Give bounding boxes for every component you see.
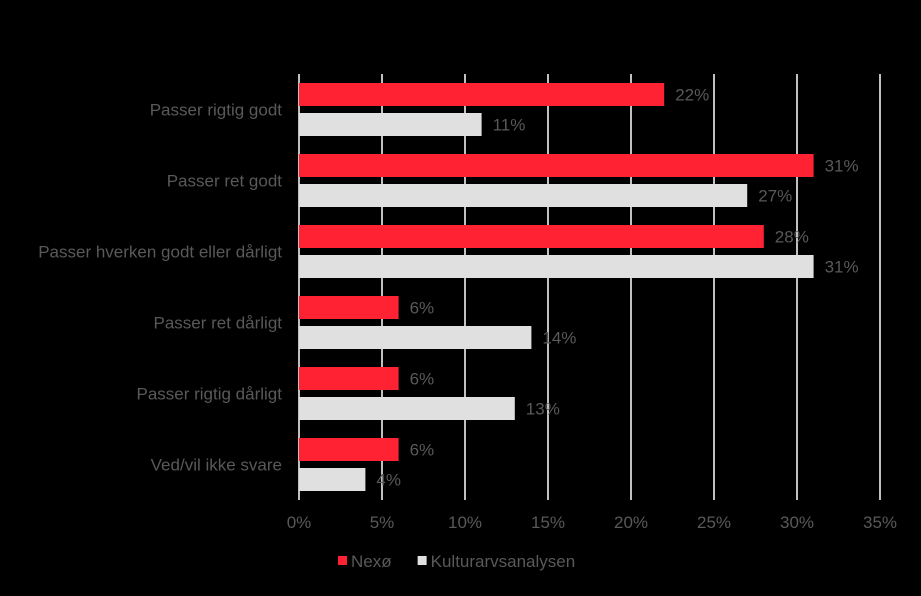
data-label: 14% — [542, 329, 576, 348]
x-tick-label: 35% — [863, 513, 897, 532]
data-label: 6% — [410, 299, 435, 318]
category-label: Passer hverken godt eller dårligt — [38, 243, 282, 262]
legend-swatch — [417, 556, 427, 565]
category-labels: Passer rigtig godt Passer ret godt Passer … — [38, 101, 282, 475]
gridlines — [298, 74, 881, 500]
bar-nexo — [299, 296, 399, 319]
x-tick-label: 0% — [287, 513, 312, 532]
bars — [299, 83, 814, 491]
x-tick-label: 5% — [370, 513, 395, 532]
bar-nexo — [299, 438, 399, 461]
data-labels: 22% 11% 31% 27% 28% 31% 6% 14% 6% 13% 6% 4% — [376, 86, 858, 490]
x-tick-label: 10% — [448, 513, 482, 532]
data-label: 31% — [825, 157, 859, 176]
data-label: 22% — [675, 86, 709, 105]
data-label: 13% — [526, 400, 560, 419]
legend-label: Kulturarvsanalysen — [431, 552, 576, 571]
category-label: Passer rigtig godt — [150, 101, 283, 120]
data-label: 27% — [758, 187, 792, 206]
bar-kulturarvsanalysen — [299, 326, 532, 349]
x-tick-label: 30% — [780, 513, 814, 532]
category-label: Passer ret godt — [167, 172, 283, 191]
category-label: Passer rigtig dårligt — [136, 385, 282, 404]
data-label: 6% — [410, 370, 435, 389]
data-label: 31% — [825, 258, 859, 277]
legend-label: Nexø — [351, 552, 392, 571]
data-label: 11% — [493, 116, 526, 135]
data-label: 4% — [376, 471, 401, 490]
x-tick-label: 15% — [531, 513, 565, 532]
bar-kulturarvsanalysen — [299, 255, 814, 278]
bar-kulturarvsanalysen — [299, 468, 366, 491]
x-tick-label: 25% — [697, 513, 731, 532]
x-axis-ticks: 0% 5% 10% 15% 20% 25% 30% 35% — [287, 513, 897, 532]
legend: Nexø Kulturarvsanalysen — [338, 552, 575, 571]
bar-nexo — [299, 367, 399, 390]
bar-nexo — [299, 83, 665, 106]
bar-nexo — [299, 154, 814, 177]
category-label: Passer ret dårligt — [154, 314, 283, 333]
data-label: 28% — [775, 228, 809, 247]
bar-kulturarvsanalysen — [299, 397, 515, 420]
bar-kulturarvsanalysen — [299, 113, 482, 136]
bar-kulturarvsanalysen — [299, 184, 748, 207]
x-tick-label: 20% — [614, 513, 648, 532]
legend-swatch — [338, 556, 347, 565]
bar-nexo — [299, 225, 764, 248]
data-label: 6% — [410, 441, 435, 460]
category-label: Ved/vil ikke svare — [151, 456, 282, 475]
